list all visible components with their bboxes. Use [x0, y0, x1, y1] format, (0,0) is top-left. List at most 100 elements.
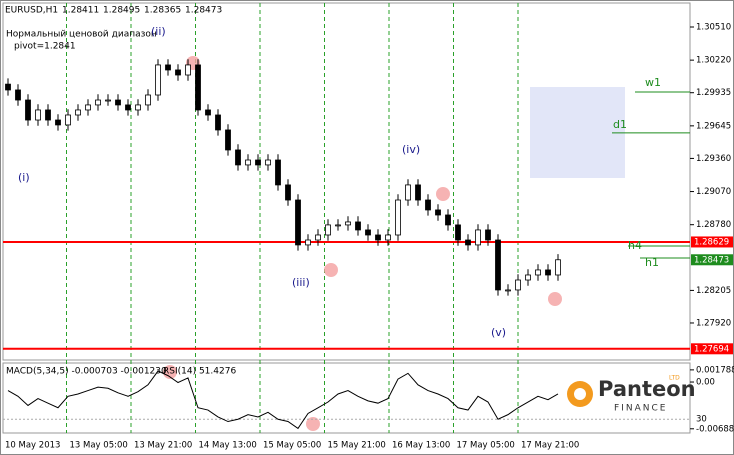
indicator-line [7, 370, 559, 430]
candle-body [135, 104, 141, 111]
candle-body [345, 221, 351, 226]
subtitle: Нормальный ценовой диапазон [6, 30, 157, 40]
candle-body [5, 83, 11, 91]
candle-body [425, 199, 431, 211]
header-value: 1.28365 [144, 6, 181, 16]
level-label: 1.27694 [694, 344, 729, 354]
candle-body [45, 109, 51, 121]
candle-body [55, 119, 61, 126]
candle-body [95, 99, 101, 106]
pivot-note: pivot=1.2841 [14, 42, 76, 52]
candle-body [505, 289, 511, 292]
x-tick-label: 10 May 2013 [5, 441, 60, 451]
wave-label: (i) [18, 171, 30, 184]
y2-tick-label: 0.00 [696, 378, 715, 388]
pivot-label: h4 [628, 239, 642, 252]
highlight [324, 263, 338, 277]
candle-body [155, 64, 161, 96]
candle-body [75, 109, 81, 116]
candle-body [115, 99, 121, 106]
candle-body [445, 214, 451, 226]
pivot-label: w1 [645, 76, 661, 89]
indicator-title: MACD(5,34,5) -0.000703 -0.001230 [6, 367, 167, 377]
wave-label: (v) [491, 326, 506, 339]
candle-body [235, 149, 241, 166]
y-tick-label: 1.30220 [696, 56, 731, 66]
candle-body [65, 114, 71, 126]
level-box [691, 254, 733, 266]
x-tick-label: 14 May 13:00 [199, 441, 257, 451]
highlight [163, 365, 177, 379]
x-tick-label: 15 May 21:00 [328, 441, 386, 451]
header-value: 1.28473 [185, 6, 222, 16]
candle-body [325, 224, 331, 236]
candle-body [365, 229, 371, 236]
level-box [691, 343, 733, 355]
candle-body [225, 129, 231, 151]
candle-body [545, 269, 551, 276]
candle-body [435, 209, 441, 216]
candle-body [375, 234, 381, 241]
candle-body [25, 99, 31, 121]
candle-body [205, 109, 211, 116]
candle-body [285, 184, 291, 201]
candle-body [35, 109, 41, 121]
candle-body [485, 229, 491, 241]
symbol: EURUSD,H1 [5, 6, 58, 16]
candle-body [415, 184, 421, 201]
y-tick-label: 1.29070 [696, 187, 731, 197]
x-tick-label: 17 May 05:00 [457, 441, 515, 451]
wave-label: (ii) [151, 25, 166, 38]
candle-body [465, 239, 471, 246]
highlights [163, 56, 562, 431]
y-tick-label: 1.28780 [696, 220, 731, 230]
highlight [436, 187, 450, 201]
header-value: 1.28495 [103, 6, 140, 16]
y-tick-label: 1.29935 [696, 88, 731, 98]
candle-body [475, 229, 481, 246]
candle-body [185, 64, 191, 76]
candle-body [15, 89, 21, 101]
candle-body [215, 114, 221, 131]
y2-tick-label: 0.001788 [696, 365, 734, 375]
candle-body [555, 259, 561, 276]
pivot-label: d1 [613, 118, 627, 131]
level-label: 1.28629 [694, 237, 729, 247]
x-tick-label: 17 May 21:00 [521, 441, 579, 451]
candle-body [335, 224, 341, 227]
y-tick-label: 1.28205 [696, 286, 731, 296]
candle-body [385, 234, 391, 241]
logo-mark [574, 388, 586, 400]
candle-body [85, 104, 91, 111]
pivot-label: h1 [645, 256, 659, 269]
x-tick-label: 15 May 05:00 [263, 441, 321, 451]
x-tick-label: 16 May 13:00 [392, 441, 450, 451]
candle-body [315, 234, 321, 241]
logo-name: Panteon [598, 377, 696, 401]
candle-body [265, 159, 271, 166]
level-box [691, 236, 733, 248]
highlight [306, 417, 320, 431]
candle-body [105, 99, 111, 102]
level-label: 1.28473 [694, 255, 729, 265]
y-tick-label: 1.27920 [696, 318, 731, 328]
candle-body [255, 159, 261, 166]
x-tick-label: 13 May 05:00 [70, 441, 128, 451]
candle-body [515, 279, 521, 291]
price-panel [2, 2, 691, 361]
candle-body [195, 64, 201, 111]
candle-body [495, 239, 501, 291]
candle-body [305, 239, 311, 246]
y-tick-label: 1.29360 [696, 154, 731, 164]
y-tick-label: 1.29645 [696, 121, 731, 131]
candle-body [525, 274, 531, 281]
y-tick-label: 30 [696, 415, 707, 425]
y-tick-label: 1.30510 [696, 22, 731, 32]
candle-body [295, 199, 301, 246]
candle-body [175, 69, 181, 76]
wave-label: (iv) [402, 143, 420, 156]
candle-body [355, 221, 361, 231]
logo: Panteon FINANCE LTD [567, 375, 696, 414]
x-tick-label: 13 May 21:00 [134, 441, 192, 451]
